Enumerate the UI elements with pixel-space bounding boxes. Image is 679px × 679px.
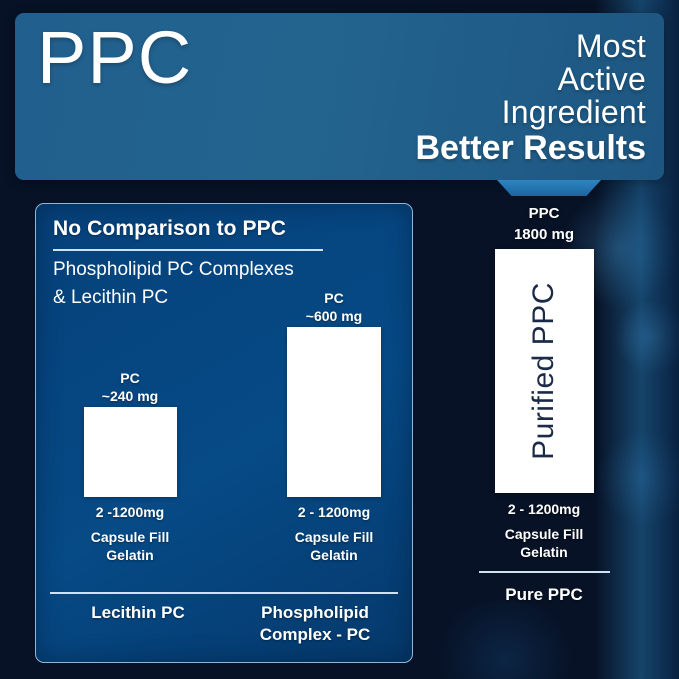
bar-column-lecithin: PC ~240 mg 2 -1200mg Capsule Fill Gelati… (60, 369, 200, 564)
ppc-capsule-line-1: Capsule Fill (504, 526, 584, 542)
bar-phospholipid-complex-pc (287, 327, 381, 497)
footer-label-line-1: Phospholipid (261, 603, 369, 622)
bar-capsule-line-1: Capsule Fill (90, 529, 170, 545)
bar-pure-ppc-label: Purified PPC (527, 282, 560, 460)
panel-subtitle-line-1: Phospholipid PC Complexes (53, 259, 294, 280)
header-notch-arrow (497, 180, 601, 196)
panel-subtitle-line-2: & Lecithin PC (53, 287, 169, 308)
footer-label-pure-ppc: Pure PPC (505, 585, 583, 604)
bar-dose-label: 2 -1200mg (95, 504, 165, 520)
bar-cap-line-1: PC (120, 370, 140, 386)
ppc-cap-line-1: PPC (528, 205, 560, 222)
tagline-emphasis: Better Results (415, 129, 646, 167)
footer-label-lecithin-pc: Lecithin PC (91, 603, 185, 622)
bar-capsule-line-2: Gelatin (310, 547, 358, 563)
bar-cap-line-2: ~240 mg (101, 388, 159, 404)
bar-capsule-line-1: Capsule Fill (294, 529, 374, 545)
header-banner: PPC Most Active Ingredient Better Result… (15, 13, 664, 180)
comparison-panel: No Comparison to PPC Phospholipid PC Com… (35, 203, 413, 663)
footer-label-line-2: Complex - PC (259, 625, 371, 644)
tagline-line-3: Ingredient (501, 94, 646, 130)
tagline-line-1: Most (575, 28, 646, 64)
ppc-capsule-line-2: Gelatin (520, 544, 568, 560)
ppc-dose-label: 2 - 1200mg (507, 501, 581, 517)
header-tagline: Most Active Ingredient Better Results (415, 28, 646, 168)
bar-cap-line-1: PC (324, 290, 344, 306)
bar-lecithin-pc (83, 407, 177, 497)
bokeh-circle (430, 600, 580, 679)
tagline-line-2: Active (557, 61, 646, 97)
ppc-cap-line-2: 1800 mg (513, 226, 575, 243)
bar-cap-line-2: ~600 mg (305, 308, 363, 324)
footer-label-phospholipid-complex: Phospholipid Complex - PC (232, 602, 398, 646)
brand-logo: PPC (37, 16, 193, 99)
bar-column-phospholipid-complex: PC ~600 mg 2 - 1200mg Capsule Fill Gelat… (264, 289, 404, 564)
bar-capsule-line-2: Gelatin (106, 547, 154, 563)
pure-ppc-footer-divider (478, 571, 610, 573)
ppc-cap-group: PPC 1800 mg (444, 203, 644, 245)
panel-heading-rule (53, 249, 323, 251)
panel-footer-divider (50, 592, 398, 594)
bar-pure-ppc: Purified PPC (494, 249, 594, 493)
panel-heading: No Comparison to PPC (53, 217, 287, 240)
bar-dose-label: 2 - 1200mg (297, 504, 371, 520)
pure-ppc-column: PPC 1800 mg Purified PPC 2 - 1200mg Caps… (444, 203, 644, 606)
